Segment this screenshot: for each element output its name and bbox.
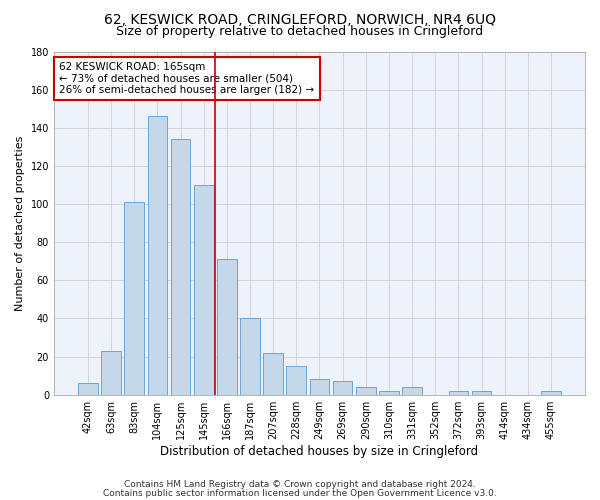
Bar bbox=[333, 382, 352, 394]
Bar bbox=[449, 391, 468, 394]
Bar bbox=[170, 139, 190, 394]
Text: 62, KESWICK ROAD, CRINGLEFORD, NORWICH, NR4 6UQ: 62, KESWICK ROAD, CRINGLEFORD, NORWICH, … bbox=[104, 12, 496, 26]
Y-axis label: Number of detached properties: Number of detached properties bbox=[15, 136, 25, 311]
Bar bbox=[78, 384, 98, 394]
Bar bbox=[124, 202, 144, 394]
Text: Size of property relative to detached houses in Cringleford: Size of property relative to detached ho… bbox=[116, 25, 484, 38]
Bar bbox=[286, 366, 306, 394]
Bar bbox=[310, 380, 329, 394]
Bar bbox=[194, 185, 214, 394]
Bar bbox=[217, 260, 236, 394]
Bar bbox=[101, 351, 121, 395]
Bar bbox=[240, 318, 260, 394]
Bar bbox=[379, 391, 399, 394]
Text: 62 KESWICK ROAD: 165sqm
← 73% of detached houses are smaller (504)
26% of semi-d: 62 KESWICK ROAD: 165sqm ← 73% of detache… bbox=[59, 62, 314, 95]
Bar bbox=[356, 387, 376, 394]
Bar bbox=[472, 391, 491, 394]
Text: Contains public sector information licensed under the Open Government Licence v3: Contains public sector information licen… bbox=[103, 488, 497, 498]
Text: Contains HM Land Registry data © Crown copyright and database right 2024.: Contains HM Land Registry data © Crown c… bbox=[124, 480, 476, 489]
Bar bbox=[541, 391, 561, 394]
X-axis label: Distribution of detached houses by size in Cringleford: Distribution of detached houses by size … bbox=[160, 444, 479, 458]
Bar bbox=[402, 387, 422, 394]
Bar bbox=[148, 116, 167, 394]
Bar bbox=[263, 353, 283, 395]
